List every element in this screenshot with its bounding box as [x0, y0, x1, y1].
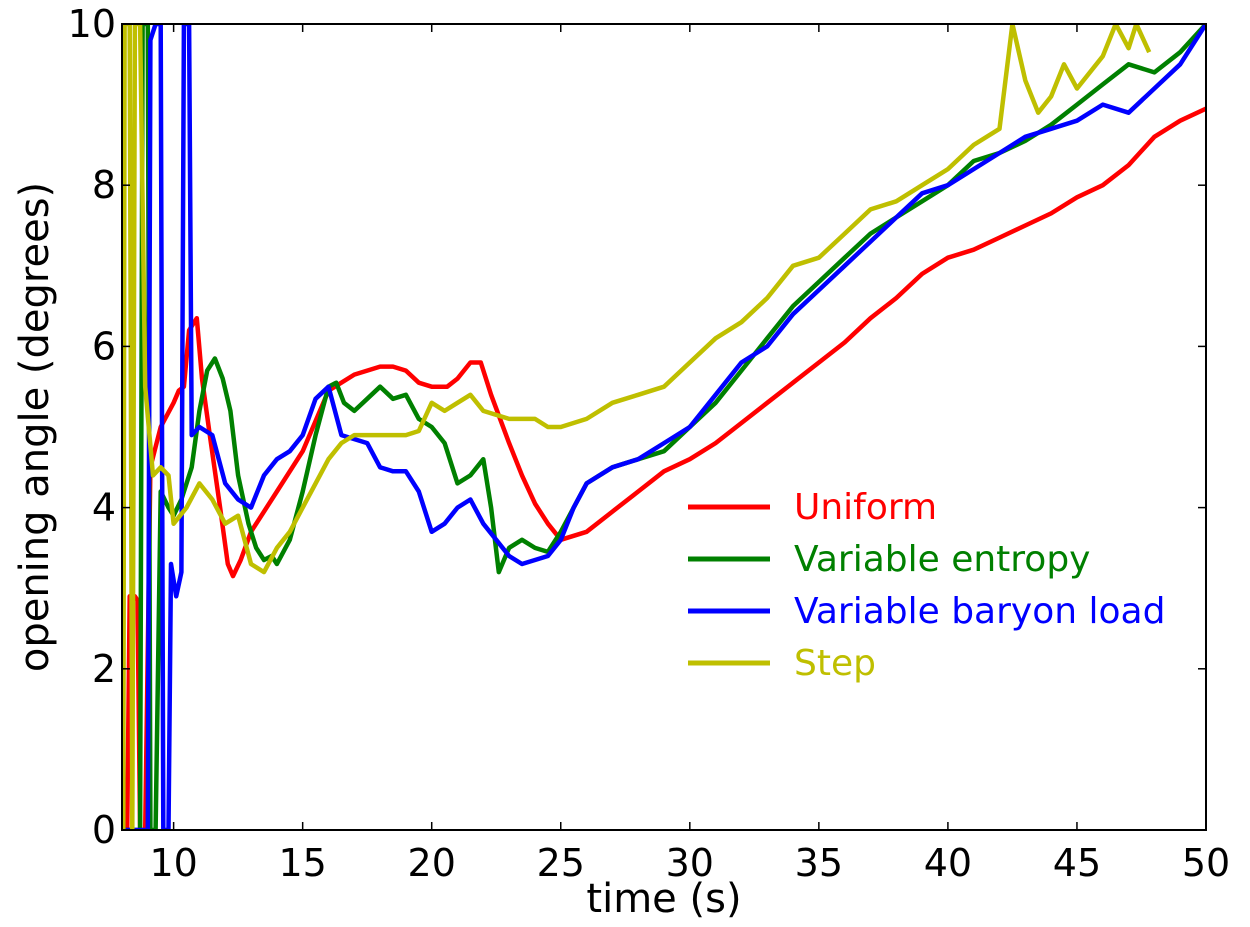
x-axis: 10 15 20 25 30 35 40 45 50: [149, 24, 1230, 885]
y-tick-label: 4: [92, 486, 116, 530]
x-tick-label: 45: [1053, 841, 1101, 885]
x-tick-label: 35: [795, 841, 843, 885]
series-line-3: [122, 24, 1152, 830]
plot-frame: [121, 23, 1207, 831]
y-tick-label: 6: [92, 324, 116, 368]
x-axis-label: time (s): [586, 876, 741, 922]
y-tick-label: 0: [92, 808, 116, 852]
x-tick-label: 50: [1182, 841, 1230, 885]
legend-label-3: Step: [794, 643, 876, 684]
x-tick-label: 10: [149, 841, 197, 885]
series-line-2: [122, 24, 1206, 830]
x-tick-label: 20: [408, 841, 456, 885]
y-tick-label: 2: [92, 647, 116, 691]
x-tick-label: 40: [924, 841, 972, 885]
x-tick-label: 25: [537, 841, 585, 885]
legend-label-1: Variable entropy: [794, 539, 1090, 580]
y-tick-label: 10: [68, 2, 116, 46]
legend-label-0: Uniform: [794, 487, 937, 528]
y-axis: 0 2 4 6 8 10: [68, 2, 1206, 852]
series-layer: [122, 24, 1206, 830]
legend-label-2: Variable baryon load: [794, 591, 1165, 632]
x-tick-label: 15: [278, 841, 326, 885]
y-tick-label: 8: [92, 163, 116, 207]
y-axis-label: opening angle (degrees): [12, 182, 58, 672]
legend: Uniform Variable entropy Variable baryon l…: [688, 487, 1165, 684]
x-tick-label: 30: [666, 841, 714, 885]
